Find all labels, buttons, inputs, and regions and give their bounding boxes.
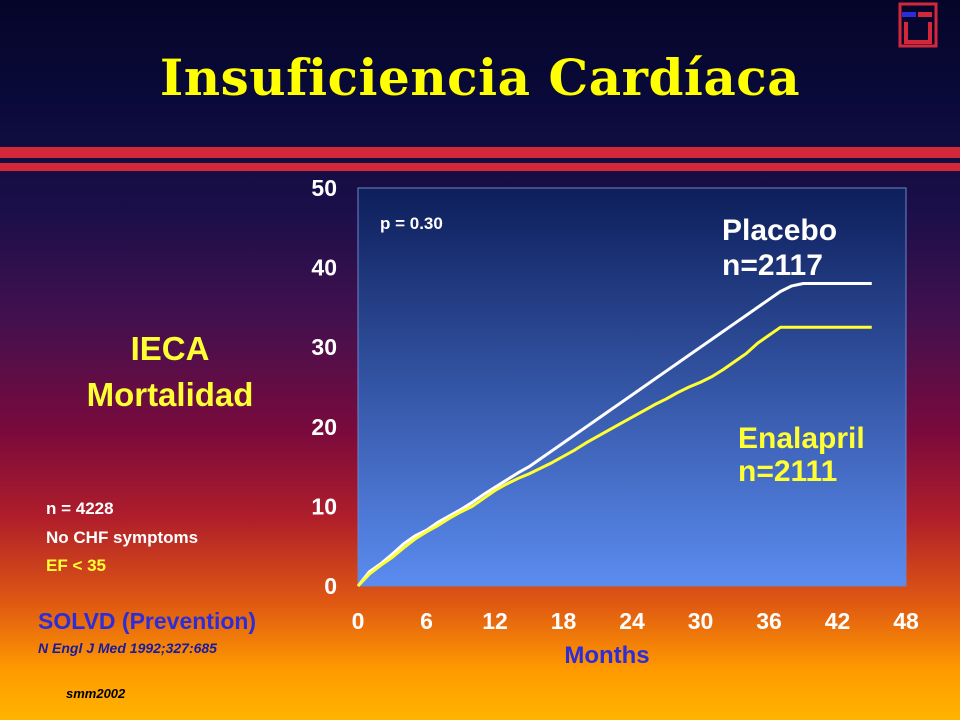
series-label-placebo-count: n=2117 — [722, 249, 823, 282]
x-tick-label: 30 — [688, 608, 714, 634]
note-ejection-fraction: EF < 35 — [46, 556, 107, 575]
note-symptoms: No CHF symptoms — [46, 528, 199, 547]
y-tick-label: 0 — [324, 573, 337, 599]
logo-icon — [898, 2, 938, 48]
series-line-enalapril — [356, 325, 872, 588]
x-tick-label: 42 — [825, 608, 851, 634]
study-name: SOLVD (Prevention) — [38, 608, 257, 634]
x-tick-label: 12 — [482, 608, 508, 634]
header-band-bottom — [0, 163, 960, 171]
reference-citation: N Engl J Med 1992;327:685 — [38, 640, 217, 656]
y-tick-label: 40 — [311, 255, 337, 281]
side-label-mortalidad: Mortalidad — [86, 376, 254, 413]
series-label-enalapril-name: Enalapril — [738, 422, 865, 455]
slide-title: Insuficiencia Cardíaca — [159, 48, 801, 107]
x-tick-label: 36 — [756, 608, 782, 634]
x-tick-label: 18 — [551, 608, 577, 634]
x-tick-label: 48 — [893, 608, 919, 634]
header-band-top — [0, 147, 960, 158]
x-tick-label: 0 — [352, 608, 365, 634]
y-tick-label: 50 — [311, 175, 337, 201]
x-tick-label: 6 — [420, 608, 433, 634]
slide-credit: smm2002 — [66, 686, 126, 701]
note-sample-size: n = 4228 — [46, 499, 114, 518]
y-tick-label: 10 — [311, 493, 337, 519]
x-axis-label: Months — [564, 642, 649, 669]
series-label-placebo-name: Placebo — [722, 214, 837, 247]
x-tick-label: 24 — [619, 608, 645, 634]
y-tick-label: 20 — [311, 414, 337, 440]
series-line-placebo — [356, 282, 872, 587]
series-label-enalapril-count: n=2111 — [738, 455, 837, 488]
y-tick-label: 30 — [311, 334, 337, 360]
p-value-annotation: p = 0.30 — [380, 214, 443, 233]
side-label-ieca: IECA — [130, 330, 210, 367]
plot-area — [357, 187, 907, 587]
